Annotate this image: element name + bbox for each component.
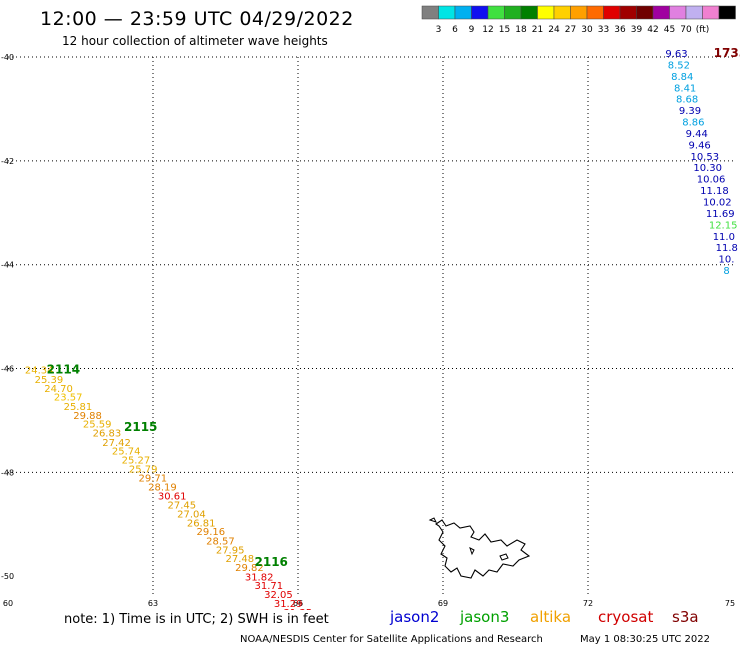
wave-height-value: 27.48 xyxy=(226,554,255,565)
longitude-label: 63 xyxy=(148,599,158,608)
page-title: 12:00 — 23:59 UTC 04/29/2022 xyxy=(40,8,354,30)
wave-height-value: 27.04 xyxy=(177,510,206,521)
wave-height-value: 28.57 xyxy=(206,537,235,548)
wave-height-value: 23.57 xyxy=(54,393,83,404)
wave-height-value: 10.30 xyxy=(693,163,722,174)
color-scale-label: 36 xyxy=(614,25,626,35)
latitude-label: -46 xyxy=(1,365,14,374)
wave-height-value: 26.81 xyxy=(187,518,216,529)
wave-height-value: 26.83 xyxy=(93,429,122,440)
latitude-label: -48 xyxy=(1,468,14,477)
color-scale-label: 45 xyxy=(664,25,675,35)
color-scale-bar: 3 6 9 12 15 18 21 24 27 30 33 36 39 42 45 70 (ft) xyxy=(421,5,736,35)
color-scale-label: 42 xyxy=(647,25,658,35)
color-swatch xyxy=(718,5,736,20)
color-scale-label: (ft) xyxy=(696,25,710,35)
islet-outline xyxy=(428,517,509,561)
wave-height-value: 25.39 xyxy=(35,375,64,386)
wave-height-value: 9.39 xyxy=(679,106,701,117)
color-scale-label: 18 xyxy=(515,25,527,35)
wave-height-value: 9.44 xyxy=(686,129,708,140)
color-scale-label: 70 xyxy=(680,25,692,35)
longitude-label: 66 xyxy=(293,599,303,608)
wave-height-value: 8.52 xyxy=(668,60,690,71)
wave-height-value: 29.71 xyxy=(139,474,168,485)
color-scale-label: 6 xyxy=(452,25,458,35)
color-scale-label: 30 xyxy=(581,25,593,35)
wave-height-value: 10. xyxy=(719,255,735,266)
satellite-legend-jason3: jason3 xyxy=(460,608,510,626)
wave-height-value: 8.41 xyxy=(674,83,696,94)
island-outline xyxy=(435,519,531,579)
wave-height-value: 24.70 xyxy=(44,384,73,395)
color-scale-label: 33 xyxy=(598,25,609,35)
longitude-label: 72 xyxy=(583,599,593,608)
color-scale-label: 24 xyxy=(548,25,560,35)
wave-height-value: 25.79 xyxy=(129,464,158,475)
satellite-legend-jason2: jason2 xyxy=(390,608,440,626)
wave-height-value: 31.29 xyxy=(274,599,303,610)
color-scale-label: 3 xyxy=(436,25,442,35)
wave-height-value: 10.06 xyxy=(697,175,726,186)
wave-height-value: 10.02 xyxy=(703,198,732,209)
wave-height-map: -40 -42 -44 -46 -48 -50 60 63 66 69 72 75 24.3425.39… xyxy=(1,46,740,610)
units-note: note: 1) Time is in UTC; 2) SWH is in fe… xyxy=(64,612,329,627)
wave-height-value: 29.88 xyxy=(73,411,102,422)
wave-height-value: 30.61 xyxy=(158,491,187,502)
pass-time-label: 2114 xyxy=(47,363,80,377)
latitude-label: -50 xyxy=(1,572,14,581)
color-scale-label: 9 xyxy=(469,25,475,35)
color-scale-label: 21 xyxy=(532,25,543,35)
page-subtitle: 12 hour collection of altimeter wave hei… xyxy=(62,34,328,48)
latitude-label: -42 xyxy=(1,157,14,166)
latitude-label: -40 xyxy=(1,53,14,62)
longitude-label: 60 xyxy=(3,599,13,608)
color-scale-label: 39 xyxy=(631,25,643,35)
wave-height-value: 32.05 xyxy=(264,590,293,601)
wave-height-value: 25.74 xyxy=(112,447,141,458)
wave-height-value: 8 xyxy=(723,266,729,277)
wave-height-value: 10.53 xyxy=(690,152,719,163)
satellite-legend-s3a: s3a xyxy=(672,608,699,626)
pass-time-label: 2115 xyxy=(124,420,157,434)
credit-line: NOAA/NESDIS Center for Satellite Applica… xyxy=(240,634,543,645)
color-scale-label: 15 xyxy=(499,25,510,35)
satellite-legend-cryosat: cryosat xyxy=(598,608,654,626)
wave-height-value: 11.8 xyxy=(716,243,738,254)
color-scale-label: 27 xyxy=(565,25,576,35)
color-scale-label: 12 xyxy=(482,25,493,35)
wave-height-value: 27.95 xyxy=(216,545,245,556)
longitude-label: 75 xyxy=(725,599,735,608)
wave-height-value: 27.42 xyxy=(102,438,131,449)
wave-height-value: 29.82 xyxy=(235,563,264,574)
wave-height-value: 25.59 xyxy=(83,420,112,431)
wave-height-value: 9.63 xyxy=(665,49,687,60)
wave-height-value: 9.46 xyxy=(689,140,711,151)
pass-time-label: 2116 xyxy=(255,555,288,569)
wave-height-value: 25.27 xyxy=(122,456,151,467)
wave-height-value: 8.68 xyxy=(676,95,698,106)
latitude-label: -44 xyxy=(1,261,14,270)
wave-height-value: 8.84 xyxy=(671,72,693,83)
wave-height-value: 11.18 xyxy=(700,186,729,197)
generation-timestamp: May 1 08:30:25 UTC 2022 xyxy=(580,634,710,645)
longitude-label: 69 xyxy=(438,599,448,608)
wave-height-value: 29.16 xyxy=(197,527,226,538)
wave-height-value: 31.82 xyxy=(245,572,274,583)
wave-height-value: 31.71 xyxy=(255,581,284,592)
wave-height-value: 11.0 xyxy=(713,232,735,243)
wave-height-value: 25.81 xyxy=(64,402,93,413)
satellite-legend-altika: altika xyxy=(530,608,572,626)
pass-time-label: 1735 xyxy=(714,46,740,60)
wave-height-value: 12.15 xyxy=(709,220,738,231)
wave-height-value: 11.69 xyxy=(706,209,735,220)
wave-height-value: 27.45 xyxy=(168,501,197,512)
wave-height-value: 28.19 xyxy=(148,483,177,494)
wave-height-value: 31.35 xyxy=(284,608,313,610)
wave-height-value: 8.86 xyxy=(682,118,704,129)
wave-height-value: 24.34 xyxy=(25,366,54,377)
